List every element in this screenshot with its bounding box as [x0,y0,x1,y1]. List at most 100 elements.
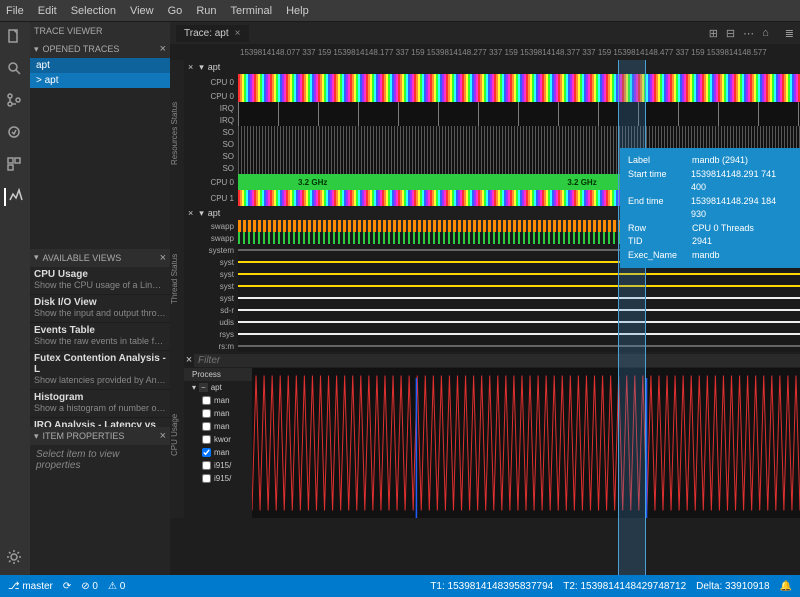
errors-count[interactable]: ⊘ 0 [81,581,98,592]
track-row[interactable]: CPU 0 [184,90,800,102]
chevron-down-icon [34,252,39,263]
track-row[interactable]: udis [184,316,800,328]
menu-run[interactable]: Run [196,5,216,17]
menu-edit[interactable]: Edit [38,5,57,17]
process-root[interactable]: − apt [184,381,252,394]
track[interactable] [238,316,800,328]
close-icon[interactable]: × [160,43,166,55]
view-item[interactable]: Events TableShow the raw events in table… [30,323,170,351]
process-checkbox[interactable] [202,396,211,405]
track[interactable] [238,74,800,90]
settings-icon[interactable] [6,549,24,567]
section-expand[interactable]: × apt [184,206,252,220]
track-row[interactable]: syst [184,280,800,292]
chevron-down-icon [199,208,204,219]
process-name: i915/ [214,461,231,470]
timeline-ruler[interactable]: 1539814148.077 337 1591539814148.177 337… [170,44,800,60]
process-row[interactable]: i915/ [184,459,252,472]
track[interactable] [238,126,800,138]
track-row[interactable]: SO [184,126,800,138]
close-icon[interactable]: × [188,62,193,72]
track[interactable] [238,292,800,304]
process-row[interactable]: man [184,407,252,420]
trace-item[interactable]: apt [30,58,170,73]
track-row[interactable]: syst [184,292,800,304]
extensions-icon[interactable] [6,156,24,174]
opened-traces-header[interactable]: OPENED TRACES × [30,40,170,58]
cpu-usage-graph[interactable] [252,368,800,518]
tooltip-key: Start time [628,168,691,195]
close-icon[interactable]: × [188,208,193,218]
view-item[interactable]: HistogramShow a histogram of number of e… [30,390,170,418]
list-icon[interactable]: ≣ [785,27,794,40]
scm-icon[interactable] [6,92,24,110]
track-row[interactable]: syst [184,268,800,280]
track-row[interactable]: rsys [184,328,800,340]
close-icon[interactable]: × [160,252,166,264]
process-checkbox[interactable] [202,474,211,483]
track[interactable] [238,268,800,280]
process-row[interactable]: man [184,394,252,407]
item-props-header[interactable]: ITEM PROPERTIES × [30,427,170,445]
track[interactable] [238,328,800,340]
track-row[interactable]: IRQ [184,102,800,114]
menu-view[interactable]: View [130,5,154,17]
view-item[interactable]: IRQ Analysis - Latency vs TimShow latenc… [30,418,170,428]
grid-icon[interactable]: ⊞ [709,27,718,40]
track[interactable] [238,90,800,102]
status-t1: T1: 1539814148395837794 [430,581,553,592]
available-views-header[interactable]: AVAILABLE VIEWS × [30,249,170,267]
menu-file[interactable]: File [6,5,24,17]
more-icon[interactable]: ⋯ [743,27,754,40]
menu-help[interactable]: Help [286,5,309,17]
section-expand[interactable]: × apt [184,60,252,74]
tooltip: Labelmandb (2941)Start time1539814148.29… [620,148,800,268]
process-checkbox[interactable] [202,435,211,444]
close-icon[interactable]: × [235,28,241,39]
process-row[interactable]: man [184,446,252,459]
process-checkbox[interactable] [202,448,211,457]
track[interactable] [238,304,800,316]
process-row[interactable]: kwor [184,433,252,446]
sync-icon[interactable]: ⟳ [63,581,71,592]
charts-area: Resources Status × apt CPU 0CPU 0IRQIRQS… [170,60,800,575]
section-label: Resources Status [170,60,184,206]
collapse-icon[interactable]: ⊟ [726,27,735,40]
menu-selection[interactable]: Selection [71,5,116,17]
view-item[interactable]: Futex Contention Analysis - LShow latenc… [30,351,170,390]
view-item[interactable]: CPU UsageShow the CPU usage of a Linux k [30,267,170,295]
debug-icon[interactable] [6,124,24,142]
branch-indicator[interactable]: ⎇ master [8,581,53,592]
warnings-count[interactable]: ⚠ 0 [108,581,125,592]
close-icon[interactable]: × [160,430,166,442]
track[interactable] [238,114,800,126]
search-icon[interactable] [6,60,24,78]
row-label: CPU 1 [184,190,238,206]
menu-terminal[interactable]: Terminal [231,5,273,17]
row-label: udis [184,316,238,328]
files-icon[interactable] [6,28,24,46]
trace-viewer-icon[interactable] [4,188,22,206]
bell-icon[interactable]: 🔔 [780,581,792,592]
track[interactable] [238,340,800,352]
track[interactable] [238,102,800,114]
filter-input[interactable] [194,354,800,367]
menu-go[interactable]: Go [168,5,183,17]
track-row[interactable]: sd-r [184,304,800,316]
home-icon[interactable]: ⌂ [762,27,769,40]
track-row[interactable]: IRQ [184,114,800,126]
close-icon[interactable]: × [184,354,194,366]
process-checkbox[interactable] [202,422,211,431]
process-row[interactable]: man [184,420,252,433]
track-row[interactable]: rs:m [184,340,800,352]
status-delta: Delta: 33910918 [696,581,769,592]
process-row[interactable]: i915/ [184,472,252,485]
process-checkbox[interactable] [202,409,211,418]
track-row[interactable]: CPU 0 [184,74,800,90]
process-checkbox[interactable] [202,461,211,470]
trace-item[interactable]: > apt [30,73,170,88]
view-item[interactable]: Disk I/O ViewShow the input and output t… [30,295,170,323]
tooltip-val: 2941 [692,235,712,249]
tab-trace[interactable]: Trace: apt × [176,25,249,42]
track[interactable] [238,280,800,292]
